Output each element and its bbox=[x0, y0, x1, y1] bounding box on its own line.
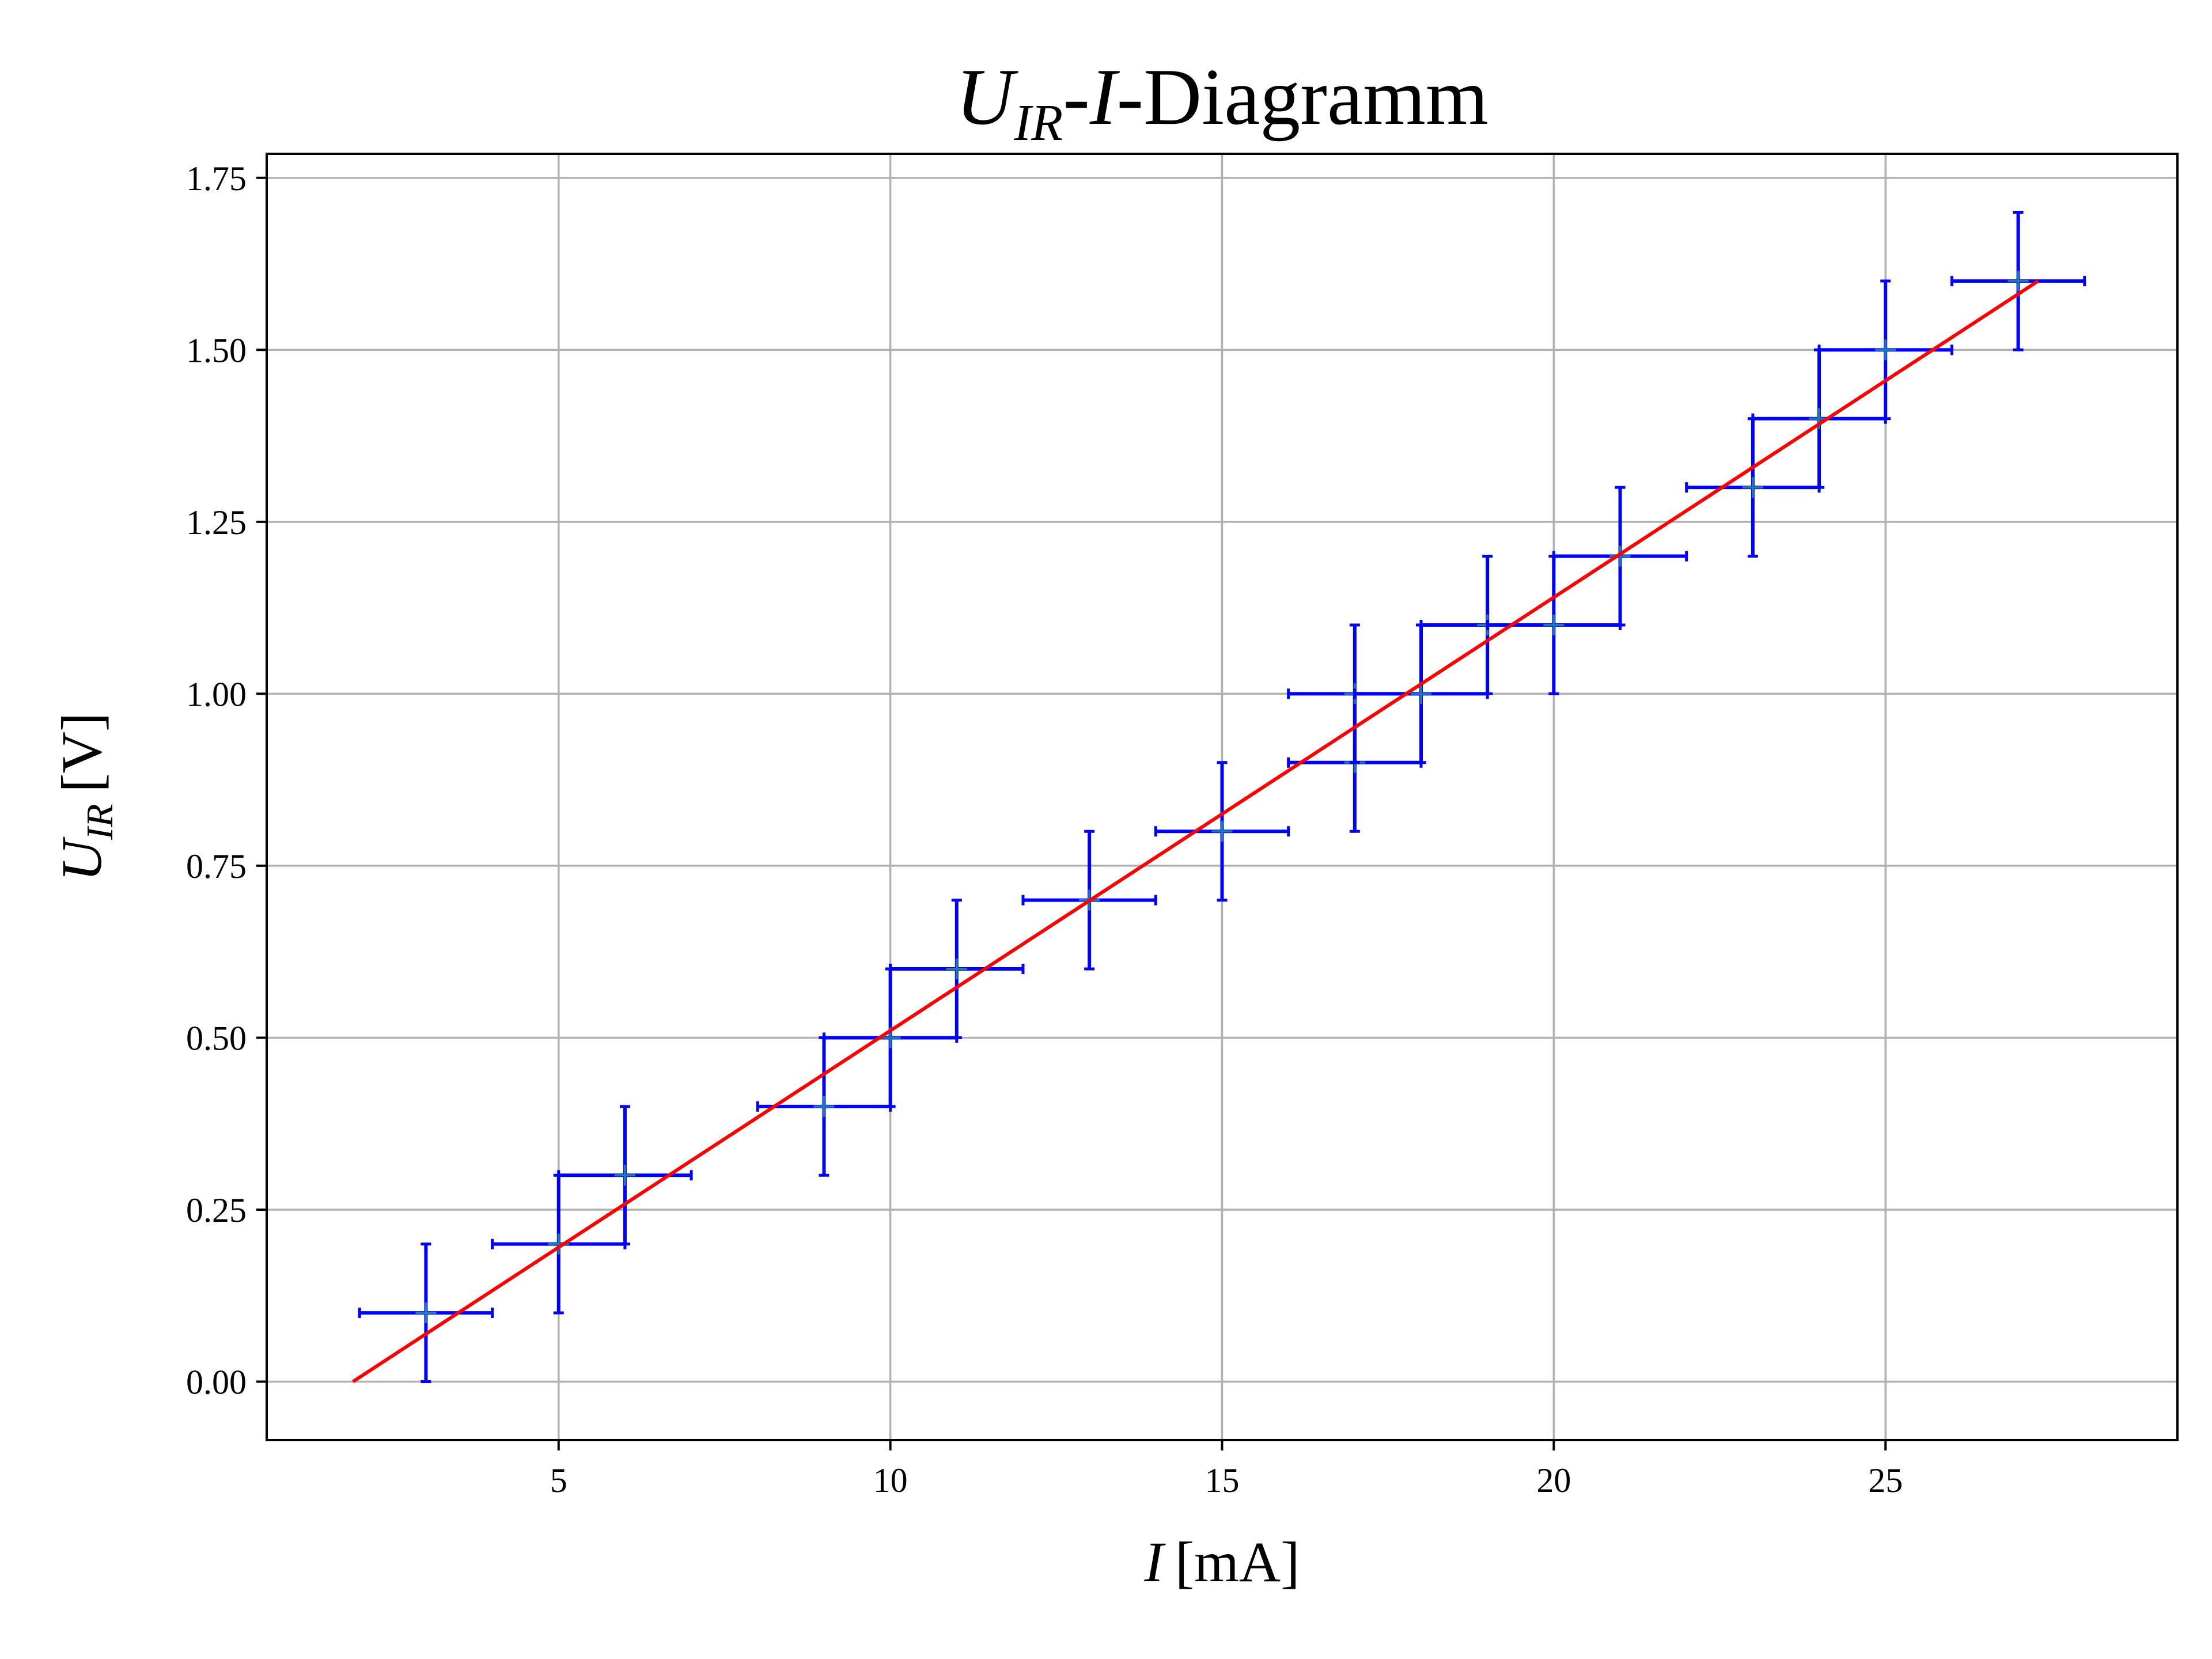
fit-line-series bbox=[352, 279, 2039, 1384]
errorbar-point bbox=[1353, 623, 1489, 764]
y-tick-label: 0.50 bbox=[186, 1019, 247, 1057]
x-axis-unit: [mA] bbox=[1175, 1530, 1300, 1594]
errorbar-point bbox=[1751, 348, 1887, 489]
y-tick-label: 1.00 bbox=[186, 675, 247, 713]
errorbar-point bbox=[1950, 211, 2086, 351]
errorbar-point bbox=[1486, 555, 1622, 695]
errorbar-point bbox=[1817, 279, 1953, 421]
x-tick-label: 5 bbox=[550, 1461, 567, 1499]
errorbar-point bbox=[1685, 417, 1821, 558]
errorbar-point bbox=[358, 1243, 494, 1383]
errorbar-point bbox=[1552, 486, 1688, 627]
y-axis-var: U bbox=[50, 836, 113, 881]
y-tick-label: 0.00 bbox=[186, 1363, 247, 1402]
plot-frame bbox=[266, 153, 2179, 1441]
errorbar-point bbox=[889, 899, 1025, 1039]
x-tick-label: 20 bbox=[1536, 1461, 1571, 1499]
errorbar-point bbox=[822, 967, 959, 1108]
title-suffix: -Diagramm bbox=[1117, 52, 1488, 142]
x-tick-label: 10 bbox=[873, 1461, 908, 1499]
y-tick-label: 0.75 bbox=[186, 847, 247, 885]
title-sub: IR bbox=[1013, 94, 1063, 151]
errorbar-point bbox=[491, 1173, 627, 1315]
y-axis-unit: [V] bbox=[50, 713, 113, 793]
title-dash: - bbox=[1063, 52, 1090, 142]
y-tick-label: 1.25 bbox=[186, 503, 247, 541]
y-tick-label: 0.25 bbox=[186, 1191, 247, 1229]
x-axis-var: I bbox=[1144, 1530, 1166, 1594]
title-rest-var: I bbox=[1089, 52, 1120, 142]
x-axis-label: I [mA] bbox=[1144, 1530, 1300, 1594]
y-tick-label: 1.75 bbox=[186, 160, 247, 198]
x-tick-label: 15 bbox=[1205, 1461, 1240, 1499]
y-axis-sub: IR bbox=[79, 804, 121, 840]
errorbar-point bbox=[1154, 761, 1290, 902]
chart-title: UIR-I-Diagramm bbox=[956, 52, 1488, 151]
x-tick-label: 25 bbox=[1868, 1461, 1903, 1499]
errorbar-point bbox=[756, 1036, 892, 1177]
title-var: U bbox=[956, 52, 1018, 142]
y-axis-label: UIR [V] bbox=[50, 713, 121, 881]
fit-line bbox=[352, 279, 2039, 1384]
ticks: 5 10 15 20 25 0.00 0.25 0.50 0.75 1.00 1.25 1.50 1.7… bbox=[186, 160, 1903, 1499]
y-tick-label: 1.50 bbox=[186, 331, 247, 369]
